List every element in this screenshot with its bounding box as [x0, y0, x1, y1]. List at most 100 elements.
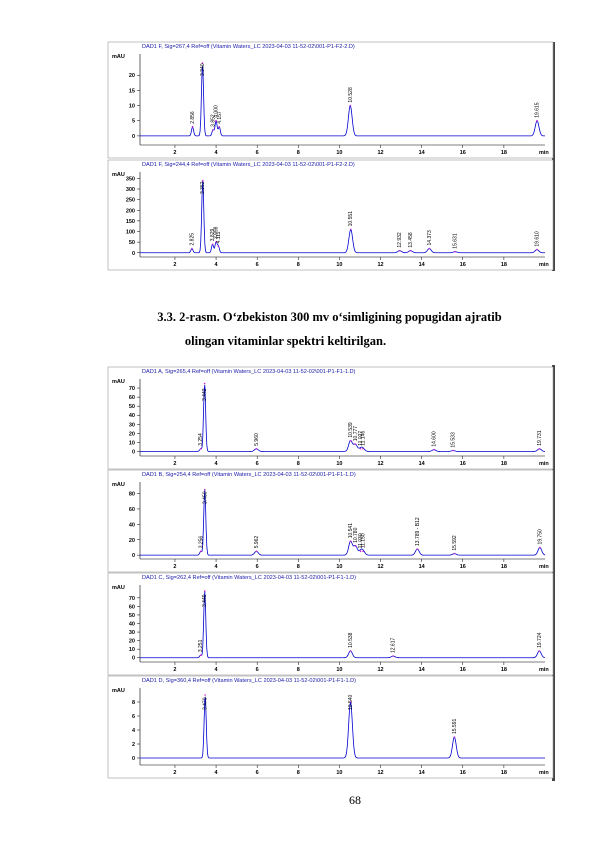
peak-marker: [191, 247, 193, 250]
y-tick-label: 200: [126, 208, 135, 214]
x-unit: min: [539, 461, 549, 467]
x-tick-label: 10: [336, 770, 342, 776]
x-tick-label: 2: [173, 667, 176, 673]
peak-label: 15.591: [452, 718, 458, 734]
panel-frame: [107, 159, 554, 271]
peak-marker: [536, 119, 538, 122]
y-tick-label: 50: [129, 404, 135, 410]
peak-label: 3.829: [210, 229, 216, 242]
peak-label: 3.256: [198, 536, 204, 549]
y-tick-label: 0: [132, 251, 135, 257]
peak-label: 11.030: [358, 533, 364, 548]
peak-label: 10.528: [348, 87, 354, 103]
figure-shadow: [552, 42, 555, 271]
y-tick-label: 2: [132, 742, 135, 748]
peak-marker: [212, 129, 214, 131]
peak-label: 2.856: [190, 111, 196, 124]
peak-label: 10.551: [348, 211, 354, 227]
x-unit: min: [539, 262, 549, 268]
x-tick-label: 2: [173, 150, 176, 156]
x-tick-label: 8: [297, 667, 300, 673]
peak-marker: [416, 548, 419, 550]
y-tick-label: 10: [129, 440, 135, 446]
x-tick-label: 4: [215, 770, 219, 776]
peak-label: 14.600: [431, 431, 437, 447]
peak-marker: [203, 382, 206, 385]
peak-label: 3.470: [203, 697, 209, 710]
peak-marker: [536, 248, 538, 251]
peak-marker: [362, 447, 364, 450]
peak-marker: [199, 447, 202, 450]
y-unit: mAU: [112, 172, 125, 178]
peak-marker: [255, 550, 258, 553]
y-tick-label: 0: [132, 756, 135, 762]
peak-label: 3.450: [202, 491, 208, 504]
peak-marker: [218, 126, 221, 128]
x-tick-label: 14: [419, 770, 426, 776]
x-tick-label: 4: [215, 150, 219, 156]
peak-label: 4.000: [214, 105, 220, 118]
peak-marker: [538, 650, 541, 652]
x-tick-label: 16: [460, 770, 466, 776]
x-tick-label: 16: [460, 262, 466, 268]
x-unit: min: [539, 667, 549, 673]
peak-marker: [354, 545, 357, 547]
x-tick-label: 6: [256, 461, 259, 467]
peak-marker: [359, 550, 362, 553]
peak-label: 3.254: [198, 433, 204, 446]
peak-marker: [539, 546, 541, 549]
y-tick-label: 6: [132, 714, 135, 720]
peak-label: 12.617: [391, 637, 397, 653]
x-unit: min: [539, 564, 549, 570]
y-tick-label: 0: [132, 134, 135, 140]
peak-marker: [392, 655, 395, 657]
y-unit: mAU: [112, 585, 125, 591]
peak-label: 11.027: [358, 431, 364, 446]
peak-marker: [452, 449, 454, 452]
x-tick-label: 2: [173, 564, 176, 570]
x-tick-label: 10: [336, 150, 342, 156]
peak-label: 10.539: [348, 422, 354, 438]
peak-marker: [199, 550, 202, 553]
peak-marker: [215, 119, 217, 122]
trace: [140, 591, 546, 659]
panel-frame: [107, 572, 554, 676]
x-unit: min: [539, 150, 549, 156]
peak-marker: [398, 249, 401, 252]
peak-label: 10.777: [353, 426, 359, 442]
x-tick-label: 4: [215, 262, 219, 268]
x-tick-label: 4: [215, 461, 219, 467]
x-tick-label: 6: [256, 564, 259, 570]
y-tick-label: 80: [129, 492, 135, 498]
x-tick-label: 18: [501, 262, 507, 268]
y-unit: mAU: [112, 54, 125, 60]
peak-marker: [349, 650, 352, 652]
peak-label: 10.538: [348, 632, 354, 648]
y-tick-label: 60: [129, 507, 135, 513]
y-tick-label: 40: [129, 522, 135, 528]
x-tick-label: 8: [297, 262, 300, 268]
x-tick-label: 6: [256, 150, 259, 156]
peak-label: 3.998: [214, 226, 220, 239]
peak-marker: [538, 447, 541, 450]
peak-label: 3.442: [202, 388, 208, 401]
x-tick-label: 18: [501, 667, 507, 673]
y-tick-label: 150: [126, 219, 135, 225]
x-unit: min: [539, 770, 549, 776]
x-tick-label: 10: [336, 262, 342, 268]
peak-marker: [354, 443, 357, 446]
panel-title: DAD1 D, Sig=360,4 Ref=off (Vitamin Water…: [142, 678, 356, 684]
x-tick-label: 18: [501, 770, 507, 776]
y-tick-label: 20: [129, 538, 135, 544]
x-tick-label: 4: [215, 564, 219, 570]
y-tick-label: 60: [129, 395, 135, 401]
peak-label: 3.251: [198, 639, 204, 652]
x-tick-label: 14: [419, 150, 426, 156]
peak-marker: [453, 552, 456, 555]
peak-label: 19.724: [537, 632, 543, 648]
y-tick-label: 70: [129, 596, 135, 602]
peak-label: 15.592: [452, 535, 458, 551]
peak-label: 2.825: [189, 233, 195, 246]
peak-label: 11.150: [361, 533, 367, 548]
